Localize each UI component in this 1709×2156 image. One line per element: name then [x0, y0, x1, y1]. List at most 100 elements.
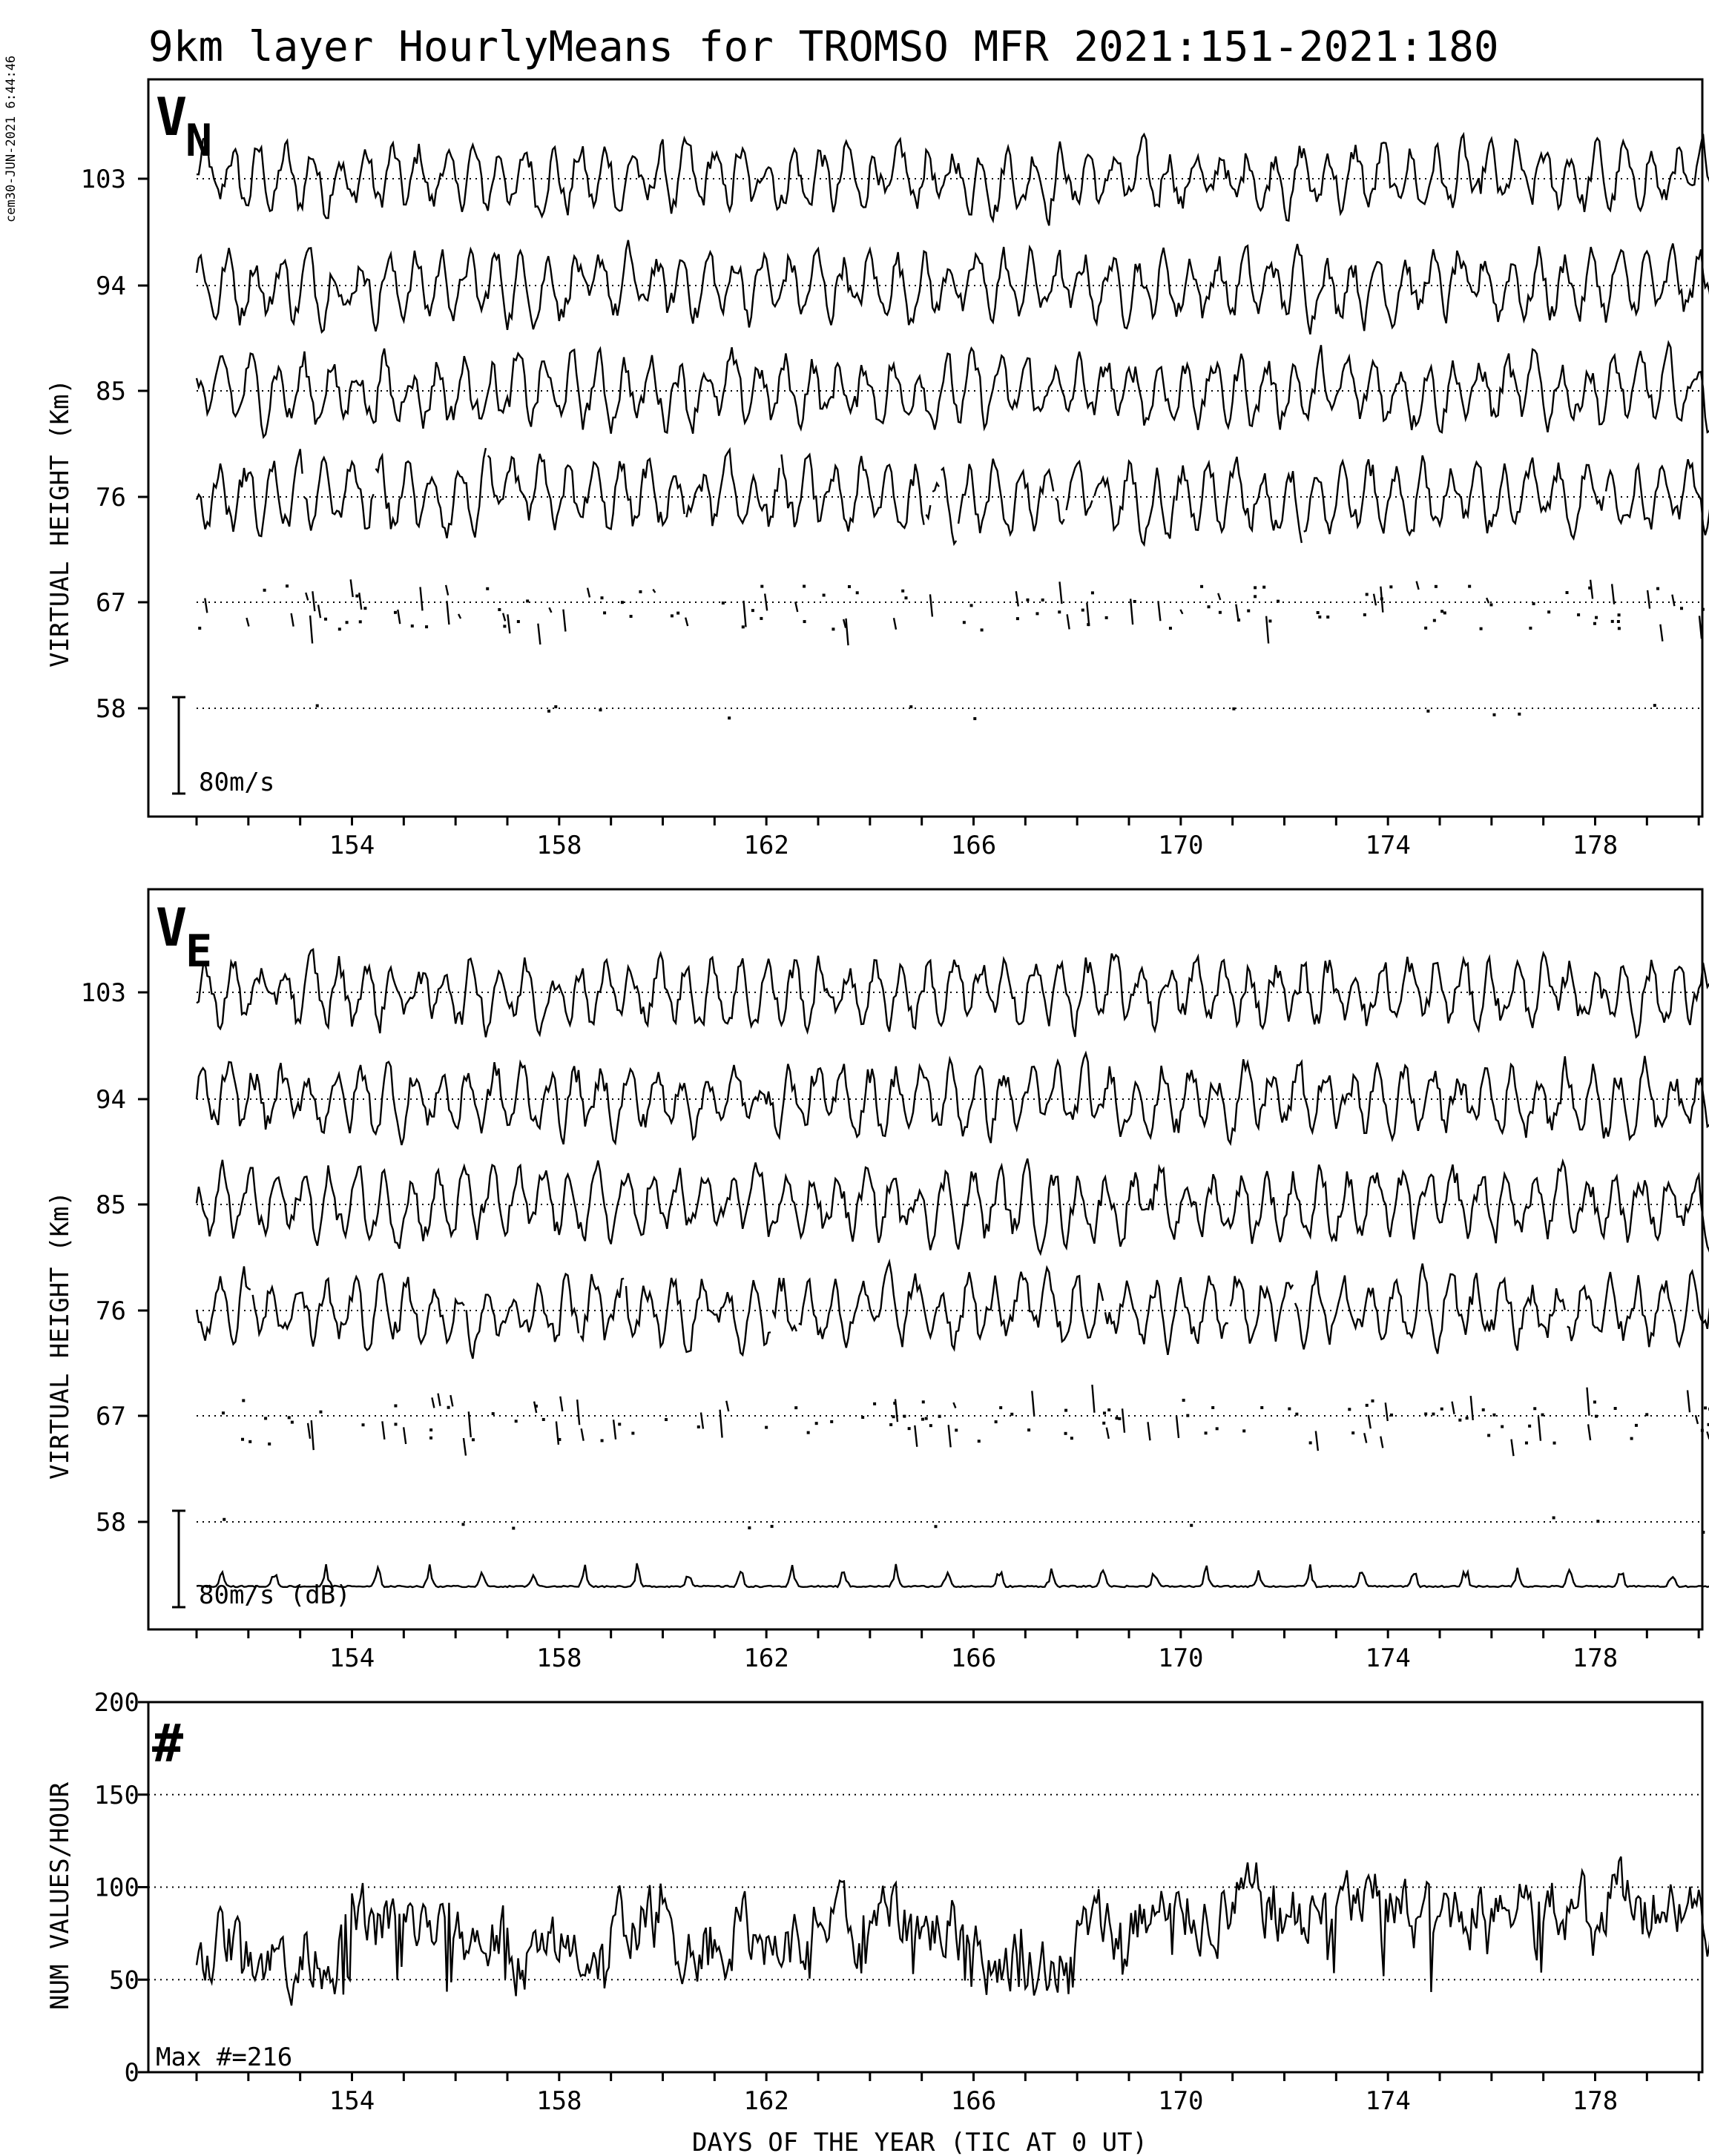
wind-segment-67km [1157, 601, 1162, 622]
wind-point-67km [1064, 1408, 1068, 1412]
wind-point-58km [770, 1525, 774, 1529]
wind-point-67km [447, 1405, 450, 1409]
wind-segment-67km [929, 594, 934, 617]
wind-point-58km [748, 1526, 751, 1530]
wind-segment-67km [1179, 609, 1184, 615]
y-axis-label: VIRTUAL HEIGHT (Km) [45, 379, 75, 667]
wind-point-67km [1588, 586, 1592, 590]
wind-point-67km [1565, 590, 1569, 594]
wind-point-67km [526, 599, 530, 603]
wind-point-67km [1218, 610, 1222, 614]
y-tick-label: 94 [96, 271, 126, 301]
wind-point-58km [1426, 709, 1430, 713]
wind-segment-67km [310, 1420, 315, 1451]
wind-point-67km [1081, 608, 1084, 612]
wind-segment-67km [548, 607, 553, 613]
wind-segment-67km [1384, 1402, 1389, 1422]
y-axis-label: NUM VALUES/HOUR [45, 1781, 75, 2010]
wind-segment-67km [1175, 1415, 1180, 1439]
wind-point-67km [337, 627, 341, 631]
wind-segment-67km [699, 1412, 705, 1429]
wind-point-67km [904, 596, 908, 600]
wind-point-58km [1653, 704, 1656, 708]
wind-point-67km [1090, 591, 1094, 595]
wind-point-67km [1501, 1425, 1504, 1428]
wind-point-67km [1532, 602, 1535, 606]
x-tick-label: 162 [743, 831, 788, 860]
wind-point-67km [1593, 1400, 1596, 1404]
wind-series-94km [195, 240, 1709, 335]
wind-segment-67km [1091, 1384, 1096, 1413]
wind-point-67km [929, 1424, 932, 1428]
wind-segment-67km [1380, 586, 1384, 613]
wind-point-67km [962, 621, 966, 624]
wind-segment-67km [1646, 590, 1651, 609]
wind-point-67km [892, 1415, 895, 1419]
wind-segment-67km [1380, 1436, 1384, 1448]
wind-point-67km [394, 1423, 398, 1426]
y-tick-label: 103 [81, 978, 126, 1008]
wind-segment-67km [612, 1420, 617, 1440]
wind-point-67km [618, 1423, 622, 1426]
wind-segment-67km [555, 1421, 560, 1445]
wind-series-76km [195, 1258, 1709, 1359]
panel-label: V [156, 897, 187, 958]
wind-point-67km [1247, 609, 1251, 613]
plot-frame [147, 1701, 1704, 2074]
count-series [195, 1856, 1709, 2006]
wind-point-67km [1182, 1398, 1185, 1402]
wind-point-67km [620, 601, 624, 604]
x-tick-label: 166 [951, 1644, 996, 1673]
wind-point-67km [241, 1437, 245, 1441]
wind-segment-67km [501, 613, 507, 622]
y-tick-label: 100 [94, 1873, 139, 1903]
wind-point-67km [324, 617, 328, 621]
wind-point-67km [924, 1417, 928, 1420]
x-tick-label: 166 [951, 831, 996, 860]
wind-point-67km [901, 589, 905, 593]
wind-point-67km [955, 1428, 958, 1432]
wind-point-67km [639, 590, 642, 593]
wind-point-67km [1102, 1421, 1106, 1425]
wind-point-67km [1168, 627, 1172, 630]
wind-point-67km [1481, 1408, 1485, 1411]
wind-point-58km [1702, 1530, 1705, 1534]
wind-point-67km [503, 624, 507, 628]
wind-point-67km [363, 607, 367, 610]
wind-point-58km [1596, 1520, 1600, 1523]
wind-point-67km [1211, 1405, 1215, 1409]
wind-point-67km [290, 1420, 294, 1424]
wind-segment-67km [381, 1421, 386, 1440]
wind-point-67km [221, 1411, 225, 1415]
wind-point-67km [1440, 1407, 1443, 1411]
x-tick-label: 158 [536, 1644, 582, 1673]
wind-point-58km [547, 709, 551, 713]
x-tick-label: 174 [1365, 831, 1410, 860]
wind-point-67km [803, 620, 806, 624]
y-tick-label: 103 [81, 165, 126, 194]
wind-segment-67km [842, 619, 847, 628]
wind-segment-67km [462, 1437, 467, 1456]
wind-point-67km [1308, 1441, 1312, 1445]
wind-point-67km [803, 584, 806, 588]
wind-point-67km [1115, 1417, 1119, 1420]
x-tick-label: 154 [329, 1644, 375, 1673]
wind-point-67km [969, 604, 973, 607]
wind-point-67km [355, 594, 359, 598]
wind-point-67km [286, 584, 289, 588]
wind-point-67km [1432, 1412, 1435, 1416]
x-tick-label: 170 [1158, 831, 1203, 860]
panel-count: # NUM VALUES/HOUR Max #=216 DAYS OF THE … [45, 1688, 1709, 2156]
wind-segment-67km [419, 587, 424, 611]
x-tick-label: 178 [1573, 1644, 1618, 1673]
wind-point-67km [830, 1420, 834, 1423]
wind-point-67km [429, 1436, 433, 1440]
x-tick-label: 166 [951, 2086, 996, 2116]
wind-segment-67km [309, 615, 314, 644]
x-tick-label: 158 [536, 831, 582, 860]
wind-segment-67km [349, 579, 354, 598]
wind-segment-67km [246, 617, 250, 627]
wind-point-58km [512, 1526, 516, 1530]
plot-frame [147, 888, 1704, 1631]
wind-point-67km [1200, 584, 1204, 588]
